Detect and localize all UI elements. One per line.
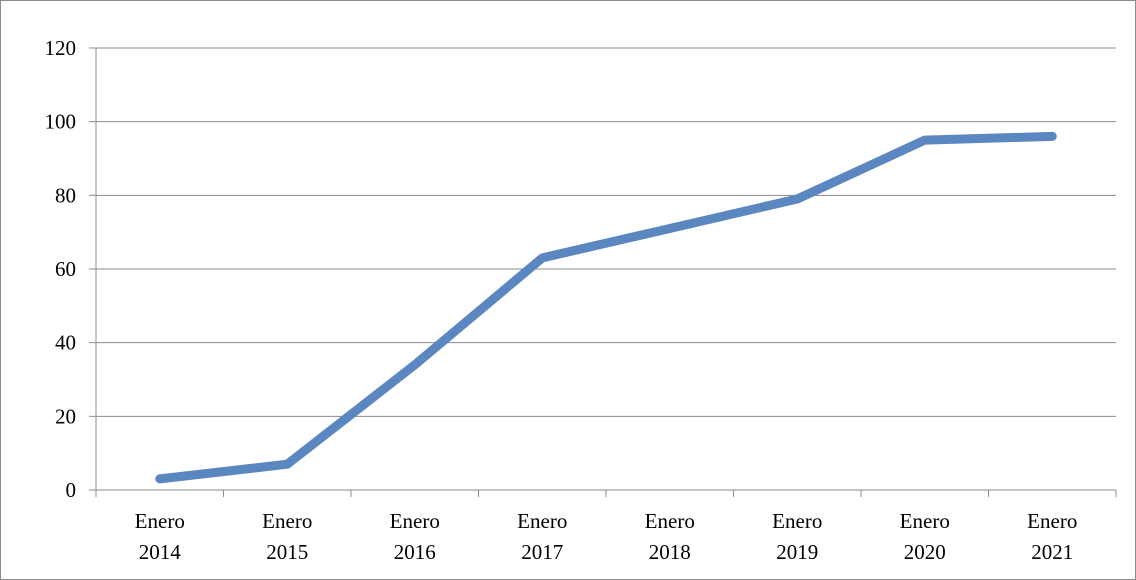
y-tick-label: 80 <box>55 183 76 207</box>
series-line <box>155 131 1057 484</box>
x-tick-label: Enero 2018 <box>645 509 695 564</box>
y-tick-label: 60 <box>55 257 76 281</box>
x-tick-label-line: Enero <box>390 509 440 533</box>
x-tick-label-line: 2017 <box>521 540 563 564</box>
y-axis-ticks: 0 20 40 60 80 100 120 <box>45 36 96 502</box>
x-tick-label-line: 2020 <box>904 540 946 564</box>
gridlines <box>96 47 1116 417</box>
series-group <box>155 131 1057 484</box>
x-tick-label-line: Enero <box>900 509 950 533</box>
x-tick-label-line: 2021 <box>1031 540 1073 564</box>
y-tick-label: 120 <box>45 36 77 60</box>
x-tick-label-line: 2018 <box>649 540 691 564</box>
x-tick-label: Enero 2016 <box>390 509 440 564</box>
y-tick-label: 20 <box>55 404 76 428</box>
x-tick-label-line: Enero <box>1027 509 1077 533</box>
x-tick-label-line: Enero <box>517 509 567 533</box>
x-tick-label: Enero 2017 <box>517 509 567 564</box>
x-tick-label: Enero 2014 <box>135 509 185 564</box>
x-tick-label-line: 2015 <box>266 540 308 564</box>
y-tick-label: 0 <box>66 478 77 502</box>
x-tick-label-line: Enero <box>645 509 695 533</box>
x-tick-label-line: Enero <box>262 509 312 533</box>
x-tick-label: Enero 2019 <box>772 509 822 564</box>
y-tick-label: 40 <box>55 331 76 355</box>
x-tick-label: Enero 2015 <box>262 509 312 564</box>
x-tick-label: Enero 2020 <box>900 509 950 564</box>
x-tick-label-line: Enero <box>135 509 185 533</box>
x-tick-label-line: 2014 <box>139 540 182 564</box>
x-tick-label-line: Enero <box>772 509 822 533</box>
x-tick-label-line: 2019 <box>776 540 818 564</box>
y-tick-label: 100 <box>45 110 77 134</box>
x-tick-label-line: 2016 <box>394 540 436 564</box>
x-tick-label: Enero 2021 <box>1027 509 1077 564</box>
